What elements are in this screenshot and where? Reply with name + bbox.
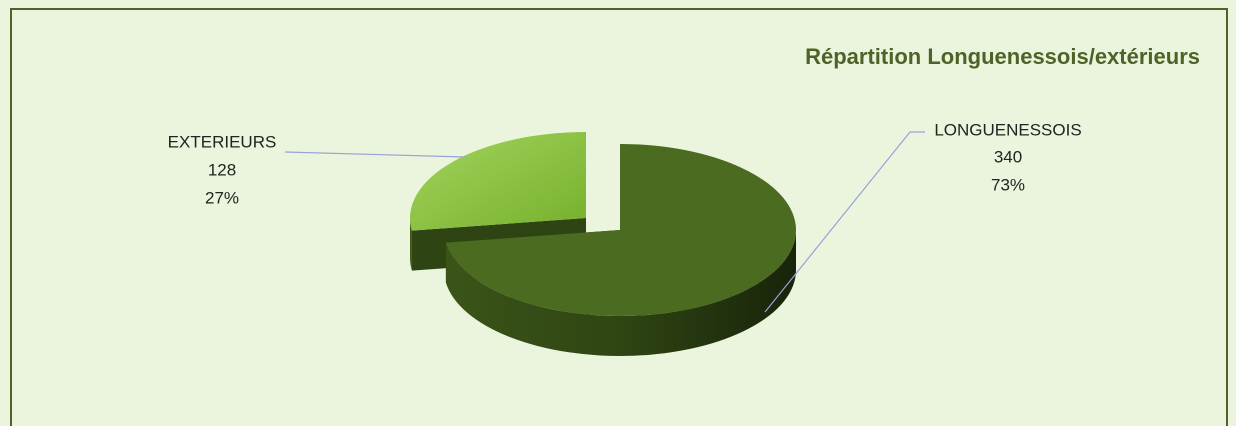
chart-title: Répartition Longuenessois/extérieurs — [805, 44, 1200, 69]
percentage-label: 27% — [205, 188, 239, 207]
percentage-label: 73% — [991, 175, 1025, 194]
slice-side — [410, 218, 412, 271]
value-label: 340 — [994, 147, 1022, 166]
slice — [409, 132, 586, 231]
category-label: LONGUENESSOIS — [934, 120, 1081, 139]
pie — [409, 132, 797, 357]
category-label: EXTERIEURS — [168, 132, 277, 151]
slice-side — [445, 230, 796, 357]
border — [10, 8, 1228, 426]
leader-line — [764, 131, 925, 313]
value-label: 128 — [208, 160, 236, 179]
slice — [445, 144, 797, 316]
leader-line — [284, 151, 466, 158]
